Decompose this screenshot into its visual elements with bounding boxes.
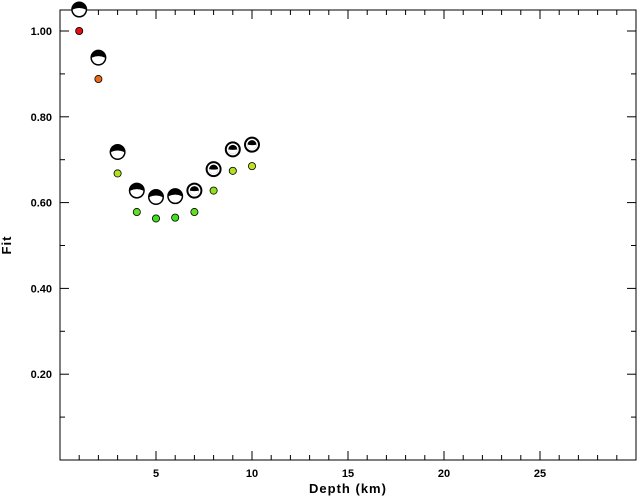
x-tick-label: 25 bbox=[534, 468, 546, 480]
mechanism-marker bbox=[90, 49, 107, 66]
x-axis-label: Depth (km) bbox=[309, 481, 387, 496]
mechanism-marker bbox=[128, 182, 145, 199]
x-axis-ticks: 5 10 15 20 25 bbox=[78, 10, 618, 480]
y-tick-label: 1.00 bbox=[31, 26, 52, 38]
plot-frame bbox=[59, 9, 637, 461]
fit-point bbox=[171, 213, 180, 222]
mechanism-markers bbox=[71, 1, 260, 206]
mechanism-marker bbox=[167, 188, 184, 205]
y-tick-label: 0.20 bbox=[31, 369, 52, 381]
fit-points bbox=[75, 26, 256, 223]
y-tick-label: 0.40 bbox=[31, 283, 52, 295]
fit-point bbox=[151, 214, 160, 223]
x-tick-label: 10 bbox=[246, 468, 258, 480]
x-tick-label: 20 bbox=[438, 468, 450, 480]
mechanism-marker bbox=[109, 143, 126, 160]
fit-point bbox=[190, 208, 199, 217]
fit-point bbox=[247, 162, 256, 171]
mechanism-marker bbox=[244, 136, 260, 153]
y-axis-ticks: 0.20 0.40 0.60 0.80 1.00 bbox=[31, 26, 636, 418]
fit-point bbox=[132, 208, 141, 217]
fit-point bbox=[75, 26, 84, 35]
x-tick-label: 5 bbox=[153, 468, 159, 480]
mechanism-marker bbox=[205, 161, 222, 178]
y-axis-label: Fit bbox=[0, 236, 14, 255]
mechanism-marker bbox=[224, 141, 241, 158]
fit-point bbox=[113, 169, 122, 178]
y-tick-label: 0.60 bbox=[31, 198, 52, 210]
fit-point bbox=[209, 186, 218, 195]
x-tick-label: 15 bbox=[342, 468, 354, 480]
mechanism-marker bbox=[148, 189, 164, 206]
fit-point bbox=[228, 166, 237, 175]
fit-point bbox=[94, 75, 103, 84]
y-tick-label: 0.80 bbox=[31, 112, 52, 124]
mechanism-marker bbox=[71, 1, 88, 18]
mechanism-marker bbox=[186, 182, 203, 199]
